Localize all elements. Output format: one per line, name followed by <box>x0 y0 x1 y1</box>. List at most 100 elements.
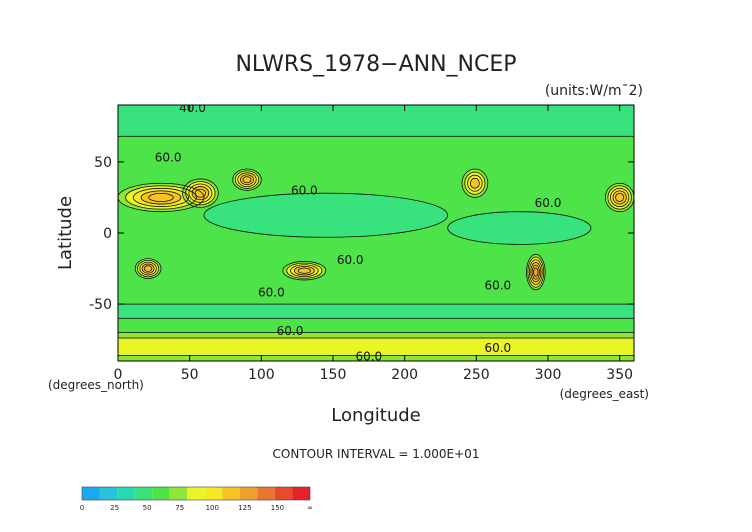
contour-line-10-3 <box>293 265 315 276</box>
contour-label: 60.0 <box>355 350 382 364</box>
contour-line-10-2 <box>290 264 319 278</box>
colorbar-tick-label: 50 <box>143 504 152 512</box>
region-8-level-4 <box>615 193 624 202</box>
colorbar-swatch <box>82 487 100 500</box>
contour-line-6-4 <box>242 176 252 184</box>
region-3-level-0 <box>118 304 634 319</box>
contour-line-6-2 <box>237 172 257 187</box>
region-6-level-4 <box>242 176 252 183</box>
region-5-level-4 <box>195 189 206 198</box>
contour-line-5-3 <box>191 186 210 201</box>
contour-line-11-4 <box>531 264 540 280</box>
colorbar-tick-label: ∞ <box>307 504 313 512</box>
colorbar: 0 25 50 75 100 125 150 ∞ <box>80 486 313 512</box>
contour-line-5-1 <box>185 181 216 206</box>
contour-line-0-0 <box>118 105 634 137</box>
y-unit-label: (degrees_north) <box>48 378 144 392</box>
contour-line-11-5 <box>533 267 539 277</box>
region-1-level-0 <box>204 193 448 238</box>
contour-label: 60.0 <box>155 151 182 165</box>
y-tick-label: -50 <box>89 297 112 313</box>
x-axis: 0 50 100 150 200 250 300 350 <box>114 105 633 383</box>
contour-label: 60.0 <box>337 253 364 267</box>
colorbar-swatch <box>187 487 205 500</box>
contour-line-5-2 <box>188 183 213 203</box>
contour-line-7-0 <box>461 168 489 198</box>
contour-line-1-0 <box>203 192 449 238</box>
x-tick-label: 150 <box>320 367 347 383</box>
contour-label: 60.0 <box>291 183 318 197</box>
x-unit-label: (degrees_east) <box>560 387 649 401</box>
region-2-level-0 <box>447 211 591 245</box>
contour-line-10-1 <box>286 262 323 279</box>
contour-line-11-3 <box>530 262 542 283</box>
region-9-level-4 <box>144 265 152 272</box>
colorbar-tick-label: 150 <box>271 504 284 512</box>
contour-line-8-1 <box>607 185 632 210</box>
plot-area: 40.0 60.0 60.0 60.0 60.0 60.0 60.0 60.0 60.0 60.0 <box>117 101 635 364</box>
contour-line-6-1 <box>234 170 260 189</box>
units-label: (units:W/m¯2) <box>545 83 643 99</box>
x-tick-label: 250 <box>463 367 490 383</box>
contour-line-9-1 <box>137 259 160 278</box>
y-tick-label: 0 <box>103 226 112 242</box>
colorbar-tick-label: 75 <box>175 504 184 512</box>
region-11-level-5 <box>533 267 539 277</box>
chart-title: NLWRS_1978−ANN_NCEP <box>235 52 516 77</box>
contour-line-8-0 <box>604 182 634 213</box>
colorbar-swatch <box>134 487 153 500</box>
contour-line-4-2 <box>132 187 190 207</box>
contour-line-4-1 <box>125 185 197 210</box>
colorbar-swatch <box>152 487 170 500</box>
contour-line-12-1 <box>118 337 634 356</box>
contour-line-7-2 <box>467 174 483 192</box>
contour-label: 60.0 <box>258 286 285 300</box>
colorbar-tick-label: 100 <box>206 504 219 512</box>
contour-line-10-0 <box>282 261 327 281</box>
colorbar-swatch <box>99 487 118 500</box>
contour-line-5-4 <box>194 188 206 198</box>
contour-labels: 40.0 60.0 60.0 60.0 60.0 60.0 60.0 60.0 60.0 60.0 <box>155 101 562 364</box>
contour-line-4-4 <box>148 192 174 202</box>
contour-line-9-3 <box>141 263 155 274</box>
contour-line-6-0 <box>232 168 262 191</box>
x-tick-label: 50 <box>181 367 199 383</box>
contour-line-2-0 <box>447 211 592 245</box>
colorbar-swatch <box>204 487 223 500</box>
x-tick-label: 350 <box>606 367 633 383</box>
colorbar-swatch <box>169 487 188 500</box>
contour-line-5-0 <box>182 178 219 208</box>
contour-line-8-3 <box>612 190 627 205</box>
contour-line-11-2 <box>528 259 543 285</box>
contour-line-9-4 <box>144 265 153 272</box>
colorbar-frame <box>81 486 311 501</box>
y-axis-label: Latitude <box>55 196 76 270</box>
colorbar-swatch <box>274 487 293 500</box>
contour-label: 60.0 <box>484 279 511 293</box>
contour-line-8-2 <box>610 187 630 207</box>
contour-line-7-3 <box>470 177 480 189</box>
y-axis: -50 0 50 <box>89 155 634 313</box>
contour-line-9-2 <box>139 261 157 276</box>
contour-line-4-3 <box>140 190 182 205</box>
y-tick-label: 50 <box>94 155 112 171</box>
x-tick-label: 200 <box>391 367 418 383</box>
contour-line-9-0 <box>134 258 162 279</box>
colorbar-swatch <box>222 487 240 500</box>
x-axis-label: Longitude <box>331 405 421 426</box>
contour-line-4-0 <box>118 182 205 213</box>
contour-label: 60.0 <box>535 196 562 210</box>
colorbar-swatch <box>292 487 310 500</box>
colorbar-swatch <box>257 487 275 500</box>
region-12-level-1 <box>118 338 634 356</box>
contour-line-11-1 <box>527 256 545 288</box>
contour-line-8-4 <box>615 192 625 202</box>
colorbar-tick-label: 25 <box>110 504 119 512</box>
colorbar-tick-label: 125 <box>238 504 251 512</box>
contour-line-10-4 <box>297 267 311 274</box>
contour-label: 40.0 <box>179 101 206 115</box>
contour-interval-text: CONTOUR INTERVAL = 1.000E+01 <box>273 447 480 461</box>
contour-line-11-0 <box>526 253 546 291</box>
region-10-level-4 <box>298 268 311 274</box>
